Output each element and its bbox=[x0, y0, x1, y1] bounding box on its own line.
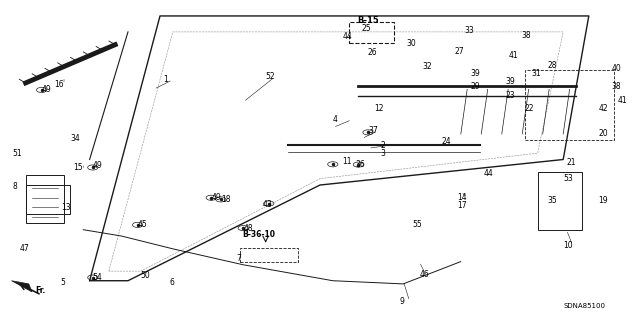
Text: 45: 45 bbox=[138, 220, 147, 229]
Text: 12: 12 bbox=[374, 104, 384, 113]
Text: 32: 32 bbox=[422, 63, 432, 71]
Text: SDNA85100: SDNA85100 bbox=[563, 303, 605, 309]
Text: 44: 44 bbox=[483, 169, 493, 178]
Text: 49: 49 bbox=[211, 193, 221, 202]
Text: 24: 24 bbox=[442, 137, 451, 146]
Text: 15: 15 bbox=[74, 163, 83, 172]
Text: 19: 19 bbox=[598, 197, 608, 205]
Text: 14: 14 bbox=[458, 193, 467, 202]
Text: 41: 41 bbox=[509, 51, 518, 60]
Text: 13: 13 bbox=[61, 203, 70, 212]
Text: 11: 11 bbox=[342, 157, 352, 166]
Polygon shape bbox=[12, 281, 32, 292]
Text: 38: 38 bbox=[522, 31, 531, 40]
Text: 34: 34 bbox=[70, 134, 80, 143]
Text: 9: 9 bbox=[400, 297, 405, 306]
Text: 42: 42 bbox=[598, 104, 608, 113]
Text: 41: 41 bbox=[618, 96, 627, 105]
Text: 20: 20 bbox=[598, 130, 608, 138]
Text: 8: 8 bbox=[13, 182, 17, 191]
Text: 54: 54 bbox=[93, 273, 102, 282]
Text: 47: 47 bbox=[19, 244, 29, 253]
Text: 5: 5 bbox=[61, 278, 66, 287]
Text: 26: 26 bbox=[368, 48, 378, 57]
Text: 27: 27 bbox=[454, 47, 464, 56]
Text: 43: 43 bbox=[262, 200, 272, 209]
Text: 7: 7 bbox=[237, 254, 242, 263]
Text: 3: 3 bbox=[381, 149, 386, 158]
Text: 49: 49 bbox=[93, 161, 102, 170]
Text: 4: 4 bbox=[333, 115, 338, 124]
Text: 36: 36 bbox=[355, 160, 365, 169]
Text: 30: 30 bbox=[406, 39, 416, 48]
Text: 48: 48 bbox=[243, 224, 253, 233]
Text: 31: 31 bbox=[531, 69, 541, 78]
Text: 37: 37 bbox=[368, 126, 378, 135]
Text: 35: 35 bbox=[547, 197, 557, 205]
Text: 50: 50 bbox=[141, 271, 150, 280]
Text: 39: 39 bbox=[506, 77, 515, 86]
Text: 40: 40 bbox=[611, 64, 621, 73]
Text: 52: 52 bbox=[266, 72, 275, 81]
Text: 16: 16 bbox=[54, 80, 64, 89]
Text: 10: 10 bbox=[563, 241, 573, 250]
Text: 39: 39 bbox=[470, 69, 480, 78]
Text: 25: 25 bbox=[362, 24, 371, 33]
Text: 38: 38 bbox=[611, 82, 621, 91]
Text: 23: 23 bbox=[506, 91, 515, 100]
Text: 17: 17 bbox=[458, 201, 467, 210]
Text: 28: 28 bbox=[547, 61, 557, 70]
Text: 49: 49 bbox=[42, 85, 51, 94]
Text: 18: 18 bbox=[221, 195, 230, 204]
Text: 46: 46 bbox=[419, 270, 429, 279]
Text: 2: 2 bbox=[381, 141, 385, 150]
Text: 55: 55 bbox=[413, 220, 422, 229]
Text: 51: 51 bbox=[13, 149, 22, 158]
Text: 29: 29 bbox=[470, 82, 480, 91]
Text: 22: 22 bbox=[525, 104, 534, 113]
Text: 53: 53 bbox=[563, 174, 573, 183]
Text: B-36-10: B-36-10 bbox=[242, 230, 275, 239]
Text: Fr.: Fr. bbox=[35, 286, 45, 295]
Text: 33: 33 bbox=[464, 26, 474, 35]
Text: 21: 21 bbox=[566, 158, 576, 167]
Text: 1: 1 bbox=[163, 75, 168, 84]
Text: B-15: B-15 bbox=[357, 16, 379, 25]
Text: 6: 6 bbox=[170, 278, 175, 287]
Text: 44: 44 bbox=[342, 32, 352, 41]
